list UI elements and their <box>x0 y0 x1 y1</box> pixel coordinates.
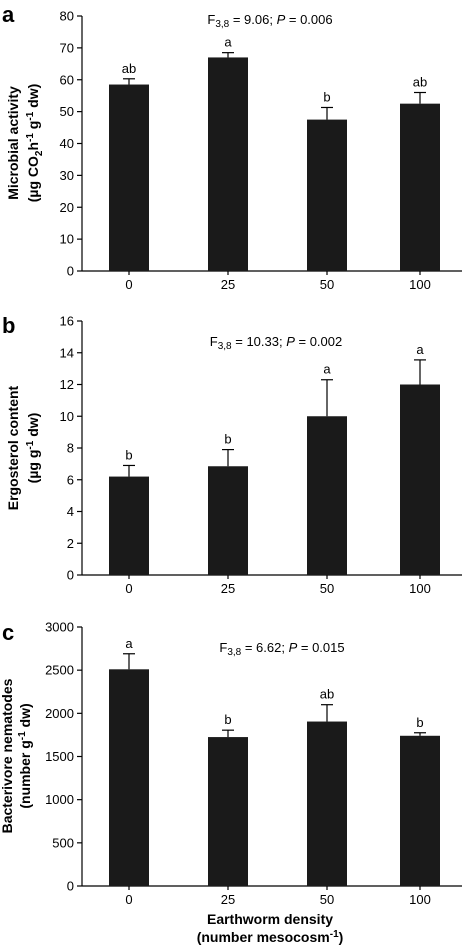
bar <box>109 669 149 886</box>
x-tick-label: 100 <box>409 892 431 907</box>
panel-letter-c: c <box>2 620 14 645</box>
panel-letter-b: b <box>2 313 15 338</box>
significance-label: a <box>323 362 331 377</box>
x-tick-label: 50 <box>320 892 334 907</box>
bar <box>307 721 347 886</box>
panel-b-ylabel-line1: Ergosterol content <box>5 385 21 510</box>
significance-label: ab <box>320 687 334 702</box>
bar <box>208 737 248 886</box>
panel-b-ylabel: Ergosterol content (µg g-1 dw) <box>5 385 41 510</box>
panel-a-ylabel-line1: Microbial activity <box>5 86 21 200</box>
x-tick-label: 25 <box>221 892 235 907</box>
panel-a-chart: 0 10 20 30 40 50 60 70 80 ab 0 a 25 b 50 ab 100 <box>60 9 462 292</box>
y-tick-label: 10 <box>60 232 74 247</box>
bar <box>208 466 248 575</box>
y-tick-label: 2 <box>67 536 74 551</box>
significance-label: b <box>224 432 231 447</box>
y-tick-label: 2500 <box>45 663 74 678</box>
x-tick-label: 100 <box>409 581 431 596</box>
y-tick-label: 10 <box>60 409 74 424</box>
significance-label: b <box>323 89 330 104</box>
significance-label: a <box>416 342 424 357</box>
y-tick-label: 500 <box>52 835 74 850</box>
x-axis-label-line2: (number mesocosm-1) <box>197 929 344 945</box>
panel-c-ylabel-line2: (number g-1 dw) <box>17 703 33 808</box>
panel-c-stat: F3,8 = 6.62; P = 0.015 <box>219 640 344 658</box>
x-tick-label: 0 <box>125 277 132 292</box>
x-tick-label: 0 <box>125 892 132 907</box>
bar <box>109 84 149 271</box>
y-tick-label: 0 <box>67 568 74 583</box>
bar <box>400 103 440 271</box>
x-tick-label: 0 <box>125 581 132 596</box>
y-tick-label: 14 <box>60 345 74 360</box>
significance-label: b <box>125 447 132 462</box>
panel-letter-a: a <box>2 2 15 27</box>
bar <box>109 476 149 575</box>
y-tick-label: 50 <box>60 104 74 119</box>
y-tick-label: 2000 <box>45 706 74 721</box>
y-tick-label: 20 <box>60 200 74 215</box>
y-tick-label: 6 <box>67 472 74 487</box>
y-tick-label: 3000 <box>45 620 74 635</box>
y-tick-label: 12 <box>60 377 74 392</box>
panel-c-ylabel: Bacterivore nematodes (number g-1 dw) <box>0 678 33 833</box>
x-tick-label: 50 <box>320 581 334 596</box>
y-tick-label: 40 <box>60 136 74 151</box>
bar <box>400 735 440 886</box>
significance-label: b <box>416 715 423 730</box>
panel-b-chart: 0 2 4 6 8 10 12 14 16 b 0 b 25 a 50 a 100 <box>60 314 462 596</box>
panel-b-ylabel-line2: (µg g-1 dw) <box>25 413 41 484</box>
panel-c-ylabel-line1: Bacterivore nematodes <box>0 678 15 833</box>
y-tick-label: 16 <box>60 314 74 329</box>
y-tick-label: 1000 <box>45 792 74 807</box>
x-tick-label: 100 <box>409 277 431 292</box>
x-tick-label: 50 <box>320 277 334 292</box>
y-tick-label: 4 <box>67 504 74 519</box>
y-tick-label: 80 <box>60 9 74 24</box>
y-tick-label: 30 <box>60 168 74 183</box>
y-tick-label: 60 <box>60 72 74 87</box>
bar <box>307 119 347 271</box>
y-tick-label: 0 <box>67 264 74 279</box>
y-tick-label: 0 <box>67 879 74 894</box>
panel-a-ylabel: Microbial activity (µg CO2h-1 g-1 dw) <box>5 84 45 203</box>
x-tick-label: 25 <box>221 277 235 292</box>
panel-c-chart: 0 500 1000 1500 2000 2500 3000 a 0 b 25 ab 50 b 100 <box>45 620 462 907</box>
significance-label: ab <box>413 75 427 90</box>
bar <box>400 384 440 575</box>
y-tick-label: 8 <box>67 441 74 456</box>
y-tick-label: 70 <box>60 40 74 55</box>
bar <box>307 416 347 575</box>
panel-a-ylabel-line2: (µg CO2h-1 g-1 dw) <box>25 84 45 203</box>
panel-b-stat: F3,8 = 10.33; P = 0.002 <box>210 334 342 352</box>
significance-label: a <box>125 636 133 651</box>
significance-label: a <box>224 35 232 50</box>
x-axis-label-line1: Earthworm density <box>207 911 333 927</box>
x-tick-label: 25 <box>221 581 235 596</box>
bar <box>208 57 248 271</box>
significance-label: b <box>224 712 231 727</box>
significance-label: ab <box>122 61 136 76</box>
panel-a-stat: F3,8 = 9.06; P = 0.006 <box>207 12 332 30</box>
y-tick-label: 1500 <box>45 749 74 764</box>
